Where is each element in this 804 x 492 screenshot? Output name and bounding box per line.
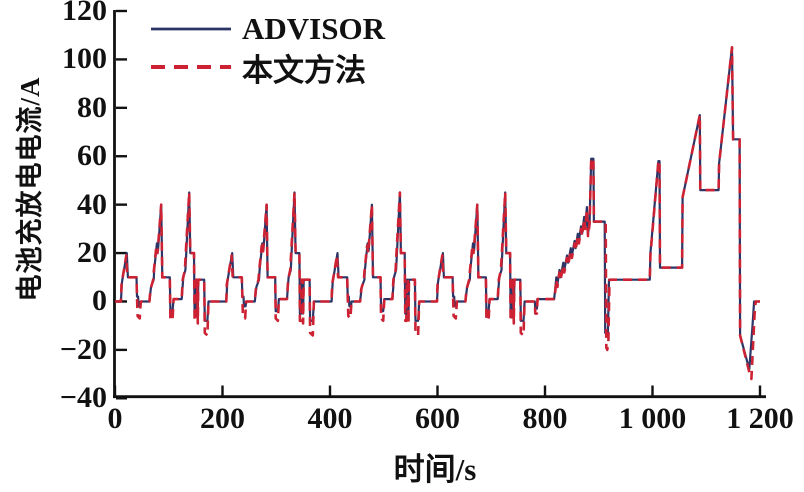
x-tick-label: 400 [307,402,353,435]
y-tick-label: 80 [77,90,107,124]
y-tick-label: 40 [77,187,107,221]
legend-item-advisor: ADVISOR [150,10,385,48]
advisor-line-key [151,27,231,31]
y-tick-label: 60 [77,139,107,173]
x-tick-label: 1 200 [726,402,794,435]
axis-ticks [113,9,762,400]
legend-item-method: 本文方法 [150,48,385,88]
y-tick-label: 0 [92,284,107,318]
y-tick-label: 20 [77,236,107,270]
method-series-line [115,46,760,381]
y-tick-label: −20 [59,332,107,366]
x-tick-label: 0 [107,402,123,435]
method-line-key [151,65,231,69]
x-tick-label: 800 [522,402,568,435]
advisor-series-line [115,46,760,371]
legend-label-method: 本文方法 [242,52,366,88]
x-tick-label: 1 000 [618,402,687,435]
axis-lines [113,10,766,399]
axes [113,10,766,399]
y-tick-label: 100 [62,42,107,76]
legend: ADVISOR 本文方法 [150,10,385,88]
y-tick-label: 120 [62,0,107,27]
x-tick-label: 600 [415,402,460,435]
x-axis-title: 时间/s [393,452,477,487]
x-tick-label: 200 [200,402,245,435]
legend-label-advisor: ADVISOR [242,11,385,46]
y-tick-label: −40 [59,381,107,415]
y-axis-title: 电池充放电电流/A [15,76,45,302]
